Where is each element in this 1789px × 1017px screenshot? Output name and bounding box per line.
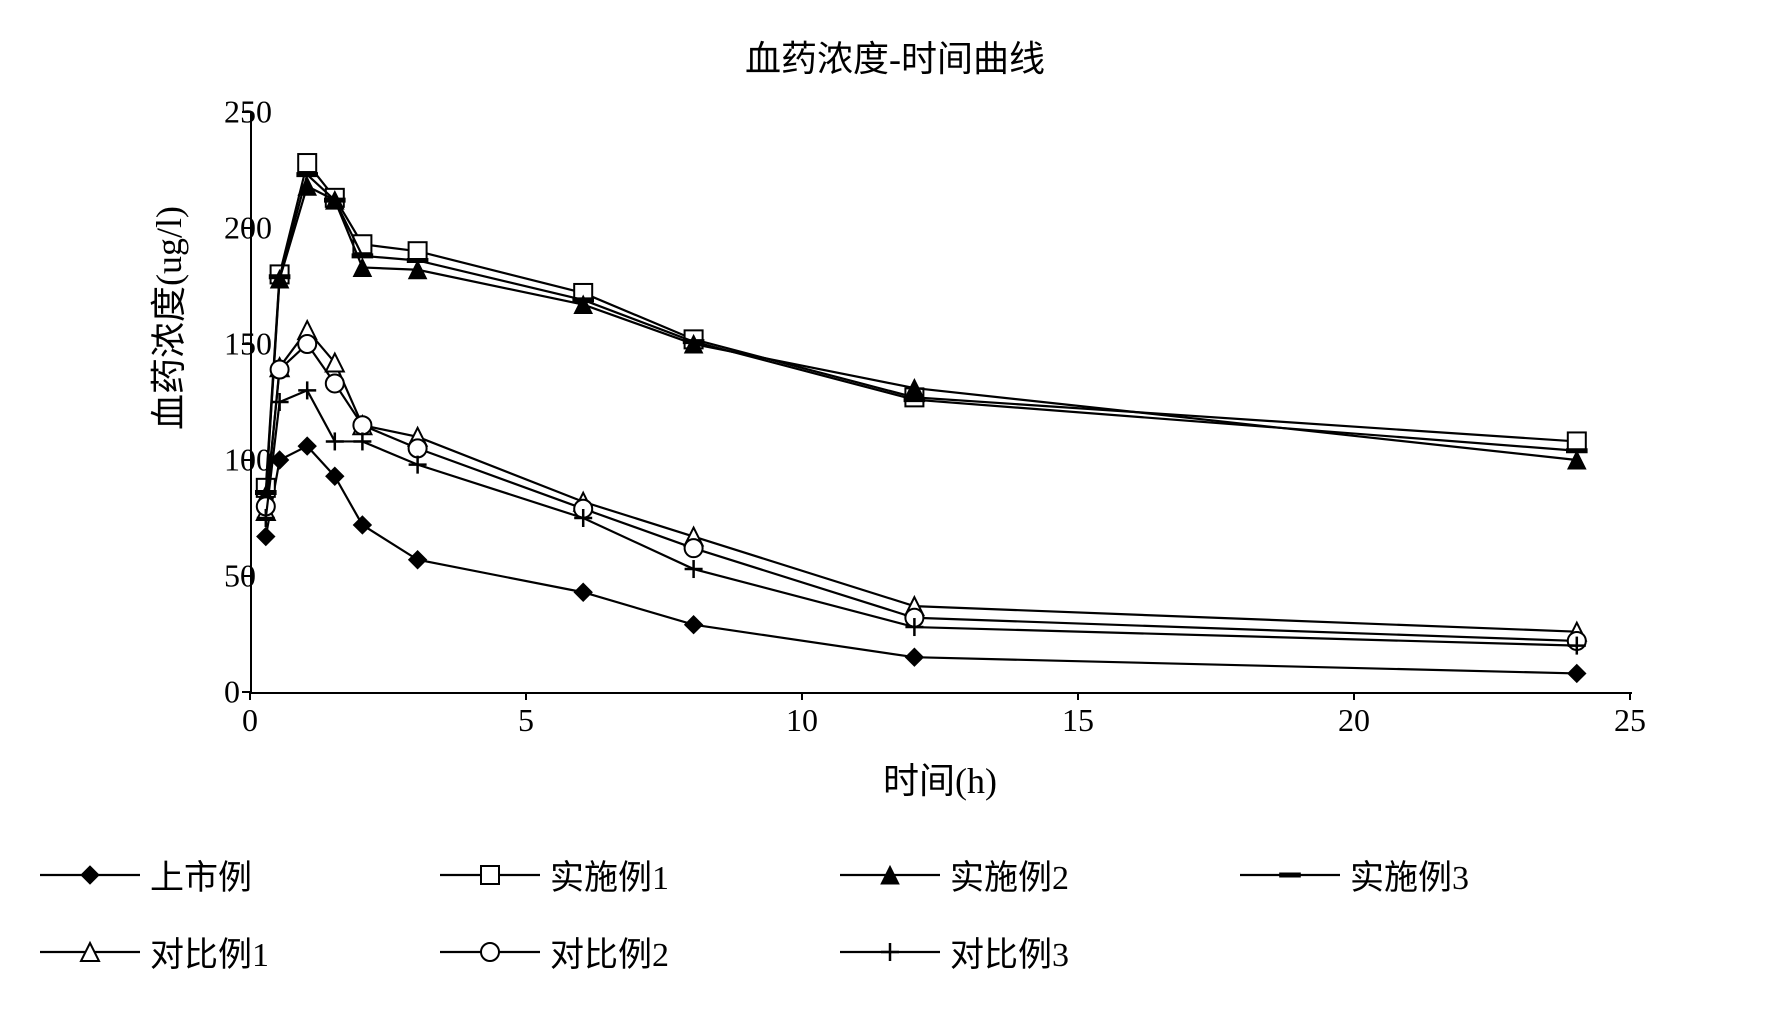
legend-row: 对比例1 对比例2 对比例3 (40, 927, 1740, 976)
x-tick-label: 15 (1062, 702, 1094, 739)
legend-label: 对比例1 (150, 927, 269, 976)
chart-container: 血药浓度-时间曲线 血药浓度(ug/l) 时间(h) 0501001502002… (70, 30, 1720, 692)
x-tick-mark (1353, 692, 1355, 700)
legend-label: 实施例2 (950, 850, 1069, 899)
x-tick-mark (1077, 692, 1079, 700)
y-tick-mark (242, 343, 250, 345)
x-axis-label: 时间(h) (883, 752, 997, 804)
y-tick-mark (242, 111, 250, 113)
legend: 上市例 实施例1 实施例2 实施例3 对比例1 对比例2 对比例3 (40, 850, 1740, 1004)
y-tick-label: 150 (224, 326, 232, 363)
legend-label: 对比例3 (950, 927, 1069, 976)
y-tick-label: 250 (224, 94, 232, 131)
x-tick-mark (249, 692, 251, 700)
legend-label: 对比例2 (550, 927, 669, 976)
y-tick-mark (242, 459, 250, 461)
legend-item: 实施例3 (1240, 850, 1520, 899)
x-tick-mark (1629, 692, 1631, 700)
y-tick-label: 200 (224, 210, 232, 247)
legend-item: 对比例2 (440, 927, 720, 976)
legend-row: 上市例 实施例1 实施例2 实施例3 (40, 850, 1740, 899)
legend-label: 上市例 (150, 850, 252, 899)
y-tick-mark (242, 227, 250, 229)
x-tick-mark (525, 692, 527, 700)
x-tick-mark (801, 692, 803, 700)
x-tick-label: 20 (1338, 702, 1370, 739)
y-axis-label: 血药浓度(ug/l) (140, 206, 192, 430)
y-tick-label: 50 (224, 558, 232, 595)
legend-item: 对比例1 (40, 927, 320, 976)
y-tick-label: 0 (224, 674, 232, 711)
x-tick-label: 10 (786, 702, 818, 739)
x-tick-label: 0 (242, 702, 258, 739)
legend-item: 实施例2 (840, 850, 1120, 899)
legend-item: 实施例1 (440, 850, 720, 899)
chart-title: 血药浓度-时间曲线 (70, 30, 1720, 82)
legend-label: 实施例1 (550, 850, 669, 899)
y-tick-mark (242, 575, 250, 577)
y-tick-label: 100 (224, 442, 232, 479)
x-tick-label: 5 (518, 702, 534, 739)
legend-item: 上市例 (40, 850, 320, 899)
legend-item: 对比例3 (840, 927, 1120, 976)
plot-svg (252, 112, 1632, 692)
plot-area (250, 112, 1632, 694)
plot-box: 时间(h) 0501001502002500510152025 (250, 112, 1630, 692)
x-tick-label: 25 (1614, 702, 1646, 739)
legend-label: 实施例3 (1350, 850, 1469, 899)
